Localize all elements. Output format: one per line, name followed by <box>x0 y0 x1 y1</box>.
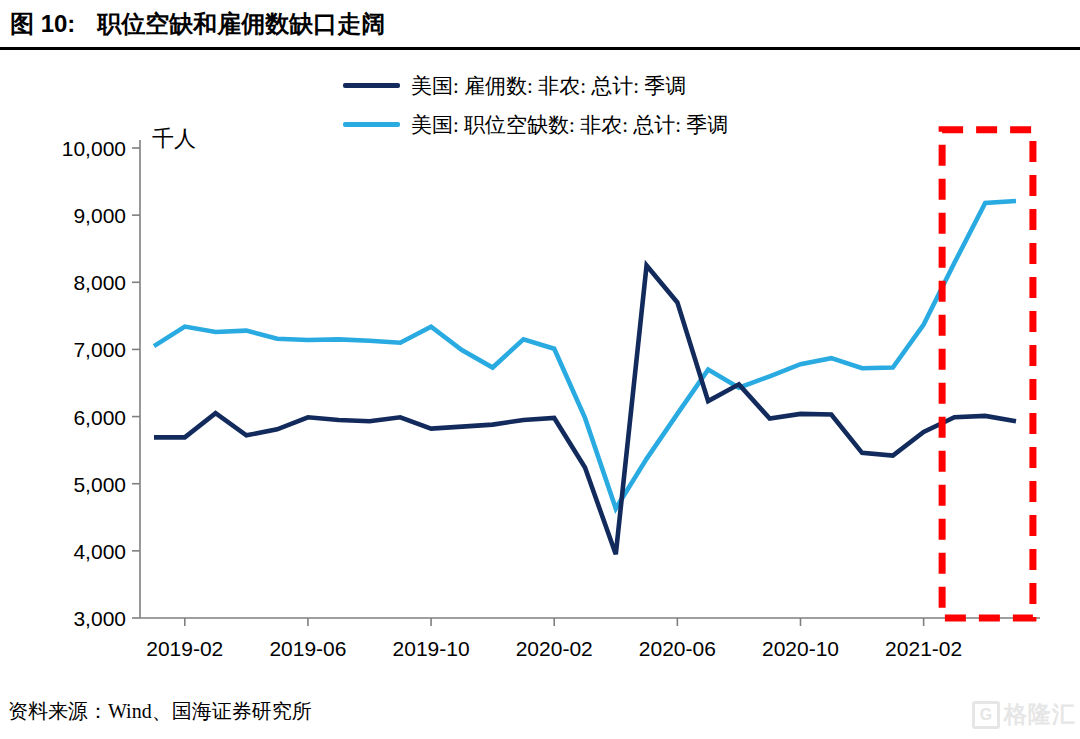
svg-text:7,000: 7,000 <box>73 338 126 361</box>
svg-text:6,000: 6,000 <box>73 406 126 429</box>
svg-text:8,000: 8,000 <box>73 271 126 294</box>
gelonghui-watermark-text: 格隆汇 <box>1004 699 1076 730</box>
figure-card: 图 10:职位空缺和雇佣数缺口走阔 美国: 雇佣数: 非农: 总计: 季调 美国… <box>0 0 1080 739</box>
svg-text:2020-06: 2020-06 <box>639 637 716 660</box>
svg-text:9,000: 9,000 <box>73 204 126 227</box>
svg-text:2020-02: 2020-02 <box>516 637 593 660</box>
gelonghui-logo-icon: G <box>972 701 1000 729</box>
line-chart-plot: 3,000 4,000 5,000 6,000 7,000 8,000 9,000 10,00… <box>0 0 1080 739</box>
svg-text:2020-10: 2020-10 <box>762 637 839 660</box>
svg-text:10,000: 10,000 <box>62 137 126 160</box>
svg-text:5,000: 5,000 <box>73 473 126 496</box>
source-note: 资料来源：Wind、国海证券研究所 <box>8 698 312 725</box>
svg-text:2019-10: 2019-10 <box>393 637 470 660</box>
svg-text:4,000: 4,000 <box>73 540 126 563</box>
svg-text:2019-02: 2019-02 <box>146 637 223 660</box>
gelonghui-watermark: G 格隆汇 <box>972 699 1076 730</box>
svg-text:3,000: 3,000 <box>73 607 126 630</box>
svg-text:2019-06: 2019-06 <box>269 637 346 660</box>
svg-text:2021-02: 2021-02 <box>885 637 962 660</box>
